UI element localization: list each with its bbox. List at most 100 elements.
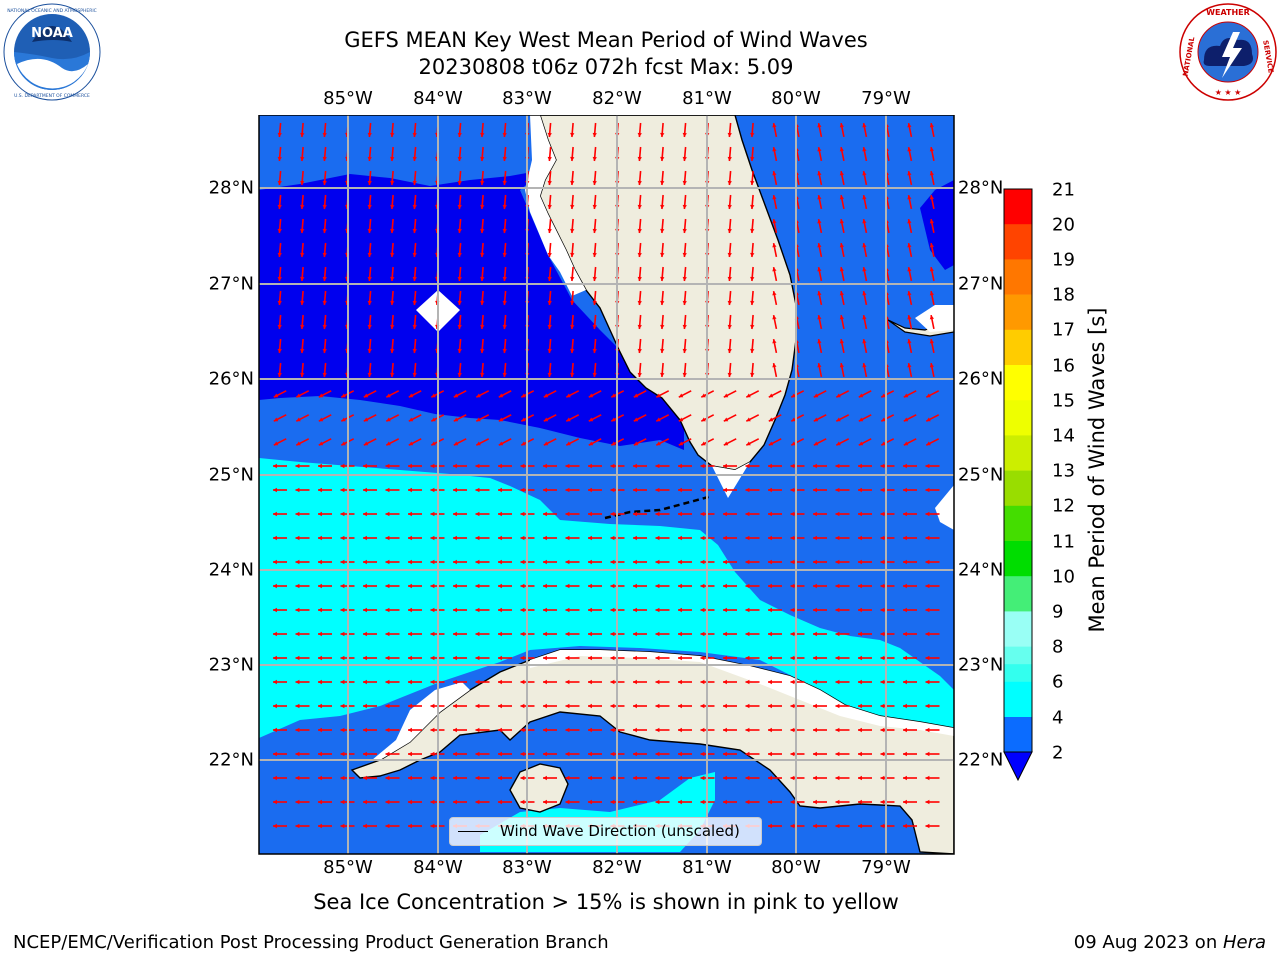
wave-direction-arrowhead — [570, 324, 575, 329]
wave-direction-arrowhead — [498, 775, 502, 781]
wave-direction-arrowhead — [453, 583, 457, 589]
wave-direction-arrowhead — [502, 228, 507, 233]
wave-direction-arrowhead — [858, 559, 862, 565]
wave-direction-arrowhead — [296, 393, 301, 398]
wave-direction-arrowhead — [839, 219, 844, 224]
wave-direction-arrowhead — [772, 123, 777, 128]
wave-direction-arrowhead — [588, 775, 592, 781]
wave-direction-arrowhead — [566, 393, 571, 398]
wave-direction-arrowhead — [907, 171, 912, 176]
wave-direction-arrowhead — [637, 324, 642, 329]
wave-direction-arrowhead — [412, 204, 417, 209]
wave-direction-arrowhead — [633, 417, 639, 422]
wave-direction-arrowhead — [318, 703, 322, 709]
wave-direction-arrowhead — [678, 607, 682, 613]
wave-band-4-6 — [259, 458, 954, 748]
wave-direction-arrowhead — [476, 417, 481, 422]
wave-direction-arrowhead — [300, 204, 305, 209]
wave-direction-arrowhead — [295, 775, 300, 781]
wave-direction-arrowhead — [340, 535, 345, 541]
wave-direction-arrowhead — [790, 631, 795, 637]
wave-direction-arrowhead — [521, 417, 526, 422]
wave-direction-arrowhead — [457, 180, 462, 185]
wave-direction-arrowhead — [318, 417, 324, 422]
wave-direction-arrowhead — [611, 393, 616, 398]
wave-direction-arrowhead — [520, 487, 525, 493]
wave-direction-arrowhead — [750, 228, 755, 233]
wave-direction-arrowhead — [318, 655, 322, 661]
wave-direction-arrowhead — [745, 703, 750, 709]
wave-direction-arrowhead — [363, 751, 367, 757]
wave-direction-arrowhead — [588, 799, 592, 805]
wave-direction-arrowhead — [682, 276, 687, 281]
wave-direction-arrowhead — [592, 156, 597, 161]
wave-direction-arrowhead — [502, 348, 507, 353]
wave-direction-arrowhead — [475, 487, 480, 493]
wave-direction-arrowhead — [300, 228, 305, 233]
wave-direction-arrowhead — [678, 417, 684, 422]
wave-direction-arrowhead — [295, 799, 300, 805]
wave-direction-arrowhead — [273, 487, 277, 493]
wave-direction-arrowhead — [633, 751, 637, 757]
wave-direction-arrowhead — [772, 219, 777, 224]
wave-direction-arrowhead — [813, 417, 819, 422]
wave-direction-arrowhead — [543, 655, 547, 661]
wave-direction-arrowhead — [592, 204, 597, 209]
wave-direction-arrowhead — [363, 823, 367, 829]
wave-direction-arrowhead — [790, 655, 795, 661]
wave-direction-arrowhead — [453, 487, 457, 493]
wave-direction-arrowhead — [637, 180, 642, 185]
wave-band-under-2 — [259, 115, 684, 450]
wave-direction-arrowhead — [453, 751, 457, 757]
wave-direction-arrowhead — [839, 267, 844, 272]
wave-direction-arrowhead — [430, 583, 435, 589]
wave-direction-arrowhead — [588, 559, 592, 565]
wave-direction-arrowhead — [835, 511, 840, 517]
wave-direction-arrowhead — [745, 583, 750, 589]
wave-direction-arrowhead — [700, 679, 705, 685]
wave-direction-arrowhead — [521, 393, 526, 398]
wave-direction-arrowhead — [273, 417, 279, 422]
lon-label-top: 83°W — [502, 88, 552, 109]
wave-direction-arrowhead — [565, 775, 570, 781]
wave-direction-arrowhead — [408, 583, 412, 589]
wave-direction-arrowhead — [610, 535, 615, 541]
wave-direction-arrowhead — [682, 300, 687, 305]
wave-direction-arrowhead — [295, 487, 300, 493]
wave-direction-arrowhead — [678, 559, 682, 565]
wave-direction-arrowhead — [340, 727, 345, 733]
wave-direction-arrowhead — [903, 417, 909, 422]
lon-label-top: 80°W — [771, 88, 821, 109]
colorbar-band — [1004, 435, 1032, 471]
wave-direction-arrowhead — [273, 535, 277, 541]
wave-direction-arrowhead — [273, 727, 277, 733]
lat-label-right: 25°N — [958, 464, 1004, 486]
wave-direction-arrowhead — [390, 204, 395, 209]
wave-direction-arrowhead — [385, 631, 390, 637]
wave-direction-arrowhead — [340, 559, 345, 565]
wave-direction-arrowhead — [862, 195, 867, 200]
wave-direction-arrowhead — [363, 393, 369, 398]
wave-direction-arrowhead — [475, 703, 480, 709]
wave-direction-arrowhead — [768, 535, 772, 541]
wave-direction-arrowhead — [723, 441, 729, 446]
wave-direction-arrowhead — [678, 655, 682, 661]
wave-direction-arrowhead — [295, 679, 300, 685]
wave-direction-arrowhead — [277, 372, 282, 377]
colorbar-tick: 9 — [1052, 601, 1064, 623]
wave-direction-arrowhead — [817, 339, 822, 344]
wave-direction-arrowhead — [858, 393, 864, 398]
wave-direction-arrowhead — [655, 727, 660, 733]
wave-direction-arrowhead — [610, 607, 615, 613]
wave-direction-arrowhead — [390, 324, 395, 329]
wave-direction-arrowhead — [817, 363, 822, 368]
wave-direction-arrowhead — [543, 441, 549, 446]
wave-direction-arrowhead — [453, 727, 457, 733]
wave-direction-arrowhead — [543, 631, 547, 637]
wave-direction-arrowhead — [363, 535, 367, 541]
wave-direction-arrowhead — [929, 315, 934, 320]
wave-direction-arrowhead — [655, 535, 660, 541]
wave-direction-arrowhead — [929, 123, 934, 128]
wave-direction-arrowhead — [566, 441, 571, 446]
wave-direction-arrowhead — [723, 607, 727, 613]
